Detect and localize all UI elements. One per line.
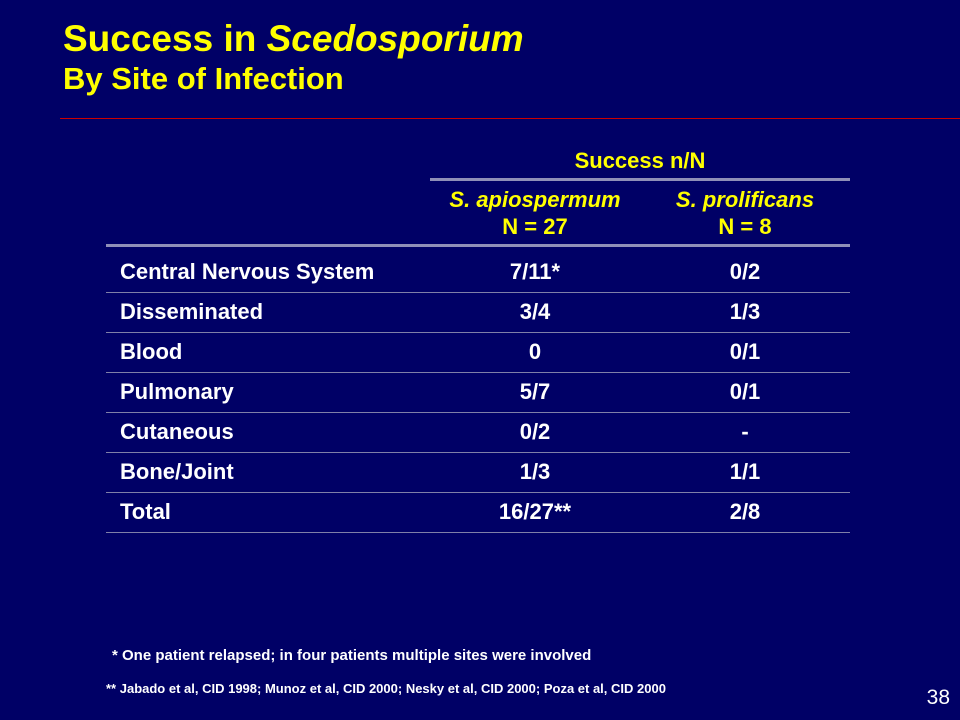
row-prolificans-value: 2/8 bbox=[729, 499, 761, 524]
page-number: 38 bbox=[926, 686, 950, 709]
footnote-references: ** Jabado et al, CID 1998; Munoz et al, … bbox=[106, 681, 666, 696]
footnote-relapse: * One patient relapsed; in four patients… bbox=[112, 647, 592, 664]
row-prolificans-value: 0/2 bbox=[729, 259, 761, 284]
title-main: Success in Scedosporium bbox=[63, 18, 524, 59]
column-n-label: N = 27 bbox=[502, 214, 568, 239]
table-row: Bone/Joint 1/3 1/1 bbox=[106, 452, 850, 493]
table-row-total: Total 16/27** 2/8 bbox=[106, 492, 850, 533]
table-row: Pulmonary 5/7 0/1 bbox=[106, 372, 850, 413]
row-site: Cutaneous bbox=[120, 419, 234, 444]
row-site: Bone/Joint bbox=[120, 459, 234, 484]
row-prolificans-value: 1/1 bbox=[729, 459, 761, 484]
title-genus: Scedosporium bbox=[266, 18, 524, 59]
title-subtitle: By Site of Infection bbox=[63, 60, 344, 96]
column-header-prolificans: S. prolificans N = 8 bbox=[640, 186, 850, 240]
row-site: Disseminated bbox=[120, 299, 264, 324]
slide-title: Success in Scedosporium By Site of Infec… bbox=[63, 18, 524, 96]
column-header-apiospermum: S. apiospermum N = 27 bbox=[430, 186, 640, 240]
column-species-label: S. apiospermum bbox=[449, 187, 621, 212]
group-header: Success n/N bbox=[574, 148, 706, 173]
row-site: Total bbox=[120, 499, 171, 524]
row-prolificans-value: 1/3 bbox=[729, 299, 761, 324]
group-header-divider bbox=[430, 178, 850, 181]
table-row: Central Nervous System 7/11* 0/2 bbox=[106, 252, 850, 293]
row-apiospermum-value: 7/11* bbox=[509, 259, 561, 284]
row-apiospermum-value: 0 bbox=[528, 339, 542, 364]
row-apiospermum-value: 16/27** bbox=[498, 499, 572, 524]
row-prolificans-value: 0/1 bbox=[729, 339, 761, 364]
title-divider bbox=[60, 118, 960, 119]
row-apiospermum-value: 5/7 bbox=[519, 379, 551, 404]
row-prolificans-value: 0/1 bbox=[729, 379, 761, 404]
row-site: Central Nervous System bbox=[120, 259, 375, 284]
table-row: Disseminated 3/4 1/3 bbox=[106, 292, 850, 333]
table-row: Cutaneous 0/2 - bbox=[106, 412, 850, 453]
row-prolificans-value: - bbox=[741, 419, 749, 444]
row-apiospermum-value: 3/4 bbox=[519, 299, 551, 324]
row-site: Blood bbox=[120, 339, 183, 364]
row-apiospermum-value: 0/2 bbox=[519, 419, 551, 444]
column-n-label: N = 8 bbox=[718, 214, 772, 239]
row-site: Pulmonary bbox=[120, 379, 234, 404]
title-prefix: Success in bbox=[63, 18, 267, 59]
row-apiospermum-value: 1/3 bbox=[519, 459, 551, 484]
header-divider bbox=[106, 244, 850, 247]
table-row: Blood 0 0/1 bbox=[106, 332, 850, 373]
column-species-label: S. prolificans bbox=[675, 187, 815, 212]
